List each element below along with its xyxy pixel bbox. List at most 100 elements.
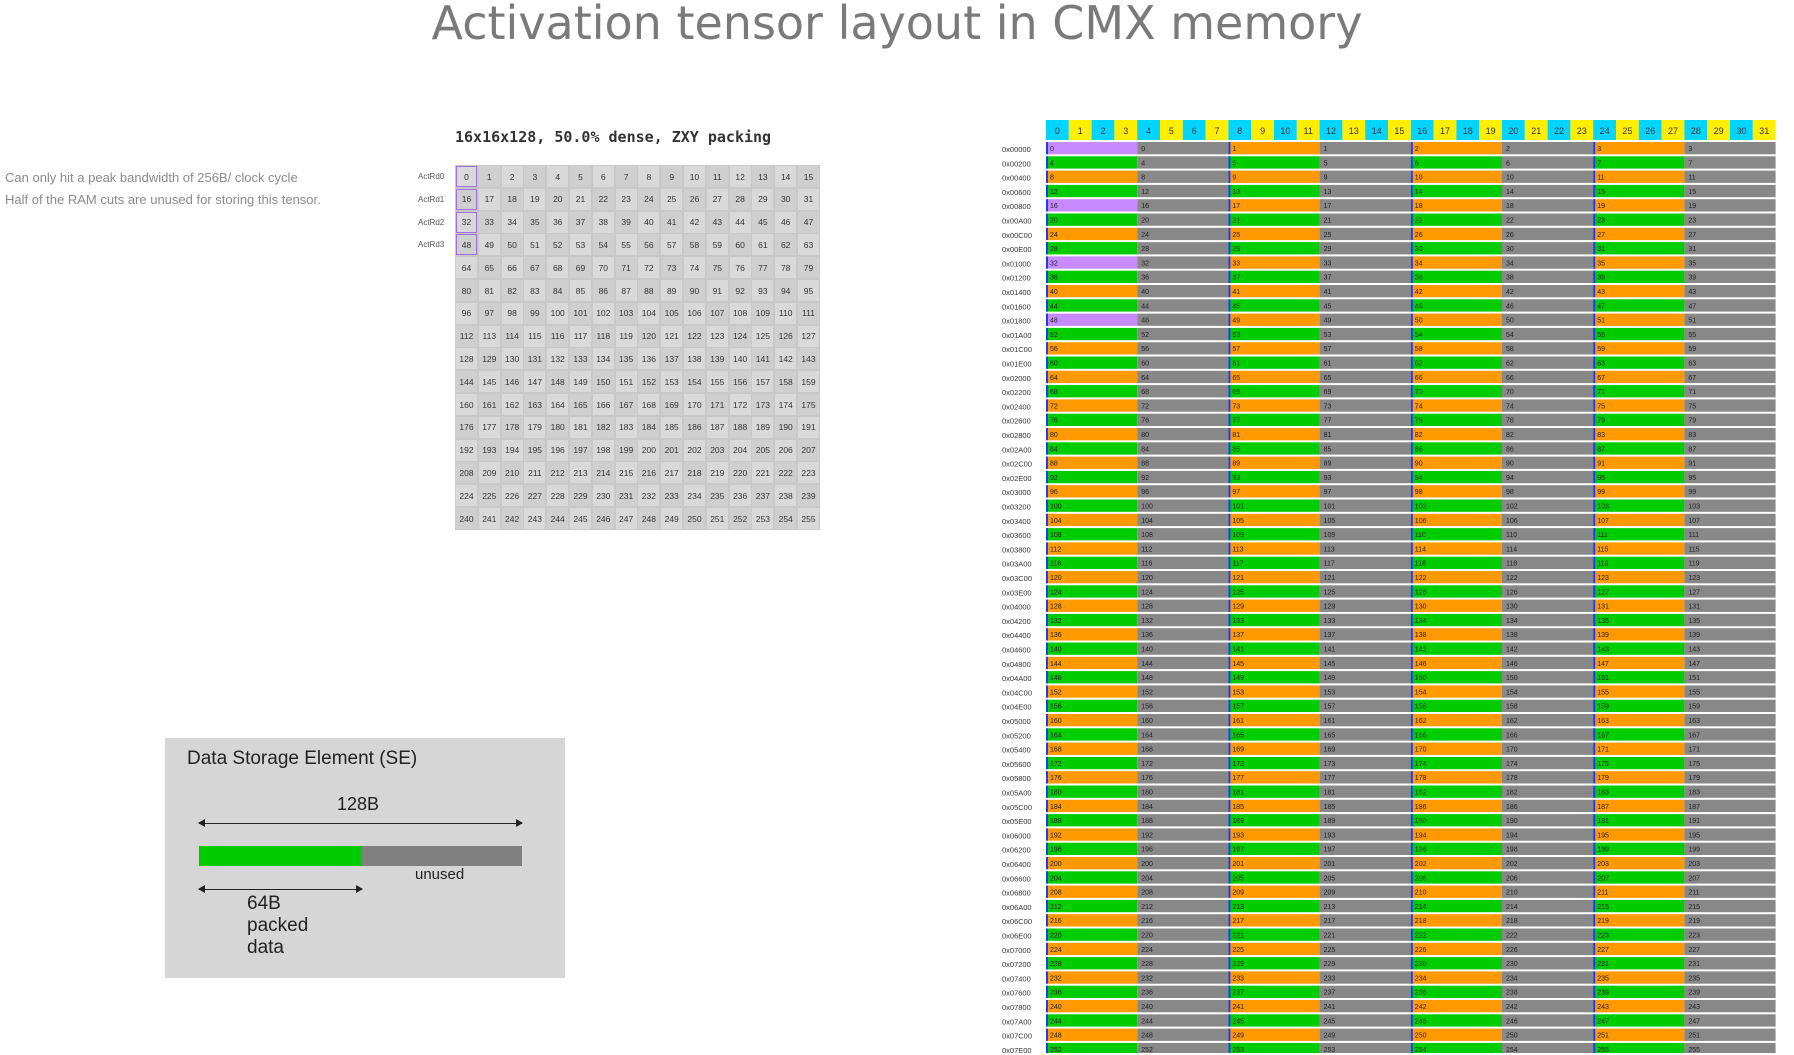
memory-cell-value: 67	[1597, 375, 1605, 382]
address-label: 0x02A00	[1002, 445, 1032, 454]
grid-cell: 168	[638, 394, 660, 415]
memory-cell-data	[1228, 456, 1320, 469]
memory-cell-data	[1046, 299, 1138, 312]
memory-cell-unused	[1502, 957, 1594, 970]
caption-bandwidth: Can only hit a peak bandwidth of 256B/ c…	[5, 170, 298, 185]
memory-cell-data	[1046, 685, 1138, 698]
memory-cell-unused	[1137, 871, 1229, 884]
memory-cell-data	[1410, 1042, 1502, 1053]
memory-cell-value: 150	[1506, 675, 1518, 682]
memory-cell-data	[1228, 156, 1320, 169]
memory-cell-marker	[1046, 156, 1048, 169]
memory-cell-marker	[1046, 556, 1048, 569]
memory-cell-value: 166	[1415, 732, 1427, 739]
memory-cell-data	[1410, 370, 1502, 384]
memory-cell-value: 6	[1506, 160, 1510, 167]
memory-cell-data	[1046, 613, 1138, 627]
memory-cell-marker	[1410, 213, 1413, 226]
memory-cell-marker	[1228, 413, 1231, 426]
memory-cell-marker	[1410, 871, 1413, 884]
memory-cell-value: 86	[1506, 446, 1514, 453]
memory-cell-value: 128	[1050, 604, 1062, 611]
memory-cell-value: 255	[1688, 1047, 1700, 1053]
memory-cell-unused	[1319, 556, 1411, 569]
memory-cell-data	[1228, 442, 1320, 455]
memory-cell-value: 174	[1506, 761, 1518, 768]
grid-cell: 216	[638, 462, 660, 484]
memory-cell-value: 55	[1688, 332, 1696, 339]
memory-cell-value: 187	[1597, 804, 1609, 811]
memory-cell-value: 138	[1506, 632, 1518, 639]
memory-cell-marker	[1593, 242, 1596, 255]
memory-cell-unused	[1319, 370, 1411, 384]
memory-cell-marker	[1593, 799, 1596, 813]
memory-cell-unused	[1137, 556, 1229, 569]
grid-cell: 58	[684, 234, 705, 256]
memory-cell-data	[1046, 771, 1138, 784]
column-header-cell	[1274, 120, 1297, 140]
memory-cell-marker	[1228, 1014, 1231, 1027]
memory-cell-marker	[1593, 871, 1596, 884]
memory-cell-marker	[1593, 227, 1596, 241]
column-header-label: 8	[1237, 126, 1242, 136]
memory-cell-value: 199	[1688, 847, 1700, 854]
memory-cell-marker	[1046, 456, 1048, 469]
memory-cell-unused	[1319, 771, 1411, 784]
address-label: 0x01C00	[1002, 345, 1032, 354]
address-label: 0x05A00	[1002, 789, 1032, 798]
memory-cell-data	[1593, 556, 1685, 569]
memory-cell-value: 151	[1688, 675, 1700, 682]
address-label: 0x01400	[1002, 288, 1031, 297]
memory-cell-data	[1593, 413, 1685, 426]
memory-cell-unused	[1137, 1014, 1229, 1027]
memory-cell-value: 39	[1688, 275, 1696, 282]
memory-cell-value: 35	[1688, 260, 1696, 267]
grid-cell: 180	[547, 416, 569, 438]
memory-cell-data	[1228, 685, 1320, 698]
grid-cell: 72	[638, 257, 660, 279]
address-label: 0x06600	[1002, 874, 1031, 883]
memory-cell-data	[1228, 1014, 1320, 1027]
memory-cell-unused	[1502, 242, 1594, 255]
memory-cell-value: 141	[1232, 647, 1244, 654]
memory-cell-marker	[1593, 685, 1596, 698]
memory-cell-marker	[1228, 499, 1231, 512]
memory-cell-data	[1593, 857, 1685, 870]
memory-cell-value: 4	[1050, 160, 1054, 167]
memory-cell-unused	[1137, 685, 1229, 698]
memory-cell-marker	[1046, 928, 1048, 941]
address-label: 0x02E00	[1002, 474, 1032, 483]
grid-cell: 138	[684, 348, 705, 370]
memory-cell-marker	[1046, 1014, 1048, 1027]
memory-cell-data	[1410, 714, 1502, 727]
memory-cell-unused	[1319, 714, 1411, 727]
memory-cell-marker	[1593, 184, 1596, 198]
address-label: 0x06400	[1002, 860, 1031, 869]
memory-cell-value: 19	[1597, 203, 1605, 210]
grid-cell: 247	[615, 508, 637, 529]
memory-cell-value: 246	[1415, 1018, 1427, 1025]
memory-cell-data	[1228, 470, 1320, 484]
memory-cell-marker	[1593, 742, 1596, 755]
memory-cell-value: 65	[1232, 375, 1240, 382]
memory-cell-value: 162	[1415, 718, 1427, 725]
memory-cell-value: 53	[1324, 332, 1332, 339]
memory-cell-value: 226	[1506, 947, 1518, 954]
memory-cell-value: 250	[1415, 1033, 1427, 1040]
memory-cell-value: 74	[1415, 403, 1423, 410]
grid-cell: 187	[706, 416, 728, 438]
column-header-cell	[1479, 120, 1502, 140]
memory-cell-data	[1410, 399, 1502, 412]
grid-cell: 122	[684, 325, 705, 347]
memory-cell-unused	[1684, 742, 1776, 755]
address-label: 0x07C00	[1002, 1032, 1032, 1041]
tensor-grid: 0 1 2 3 4 5 6 7 8 9 10 11 12 13 14 15 16 17 18 19 20 21 22 23 24…	[455, 165, 820, 530]
memory-cell-value: 147	[1688, 661, 1700, 668]
grid-cell: 125	[752, 325, 774, 347]
memory-cell-data	[1046, 442, 1138, 455]
memory-cell-unused	[1684, 285, 1776, 298]
memory-cell-marker	[1410, 985, 1413, 998]
memory-cell-unused	[1502, 728, 1594, 741]
memory-cell-marker	[1046, 1042, 1048, 1053]
memory-cell-value: 153	[1324, 689, 1336, 696]
